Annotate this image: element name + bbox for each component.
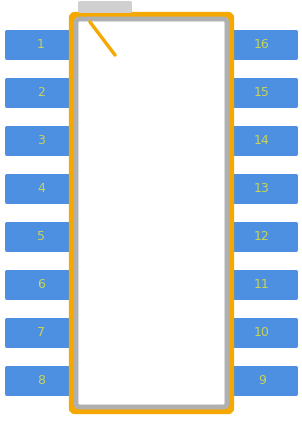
Text: 10: 10 <box>254 326 270 340</box>
Text: 11: 11 <box>254 279 270 292</box>
FancyBboxPatch shape <box>5 30 77 60</box>
Text: 2: 2 <box>37 86 45 100</box>
FancyBboxPatch shape <box>5 174 77 204</box>
Text: 4: 4 <box>37 182 45 195</box>
FancyBboxPatch shape <box>226 174 298 204</box>
FancyBboxPatch shape <box>226 222 298 252</box>
FancyBboxPatch shape <box>76 19 227 407</box>
FancyBboxPatch shape <box>226 366 298 396</box>
Text: 3: 3 <box>37 134 45 148</box>
FancyBboxPatch shape <box>5 222 77 252</box>
Text: 12: 12 <box>254 231 270 243</box>
Text: 8: 8 <box>37 374 45 388</box>
FancyBboxPatch shape <box>226 30 298 60</box>
Text: 16: 16 <box>254 39 270 51</box>
FancyBboxPatch shape <box>78 1 132 13</box>
FancyBboxPatch shape <box>5 78 77 108</box>
Text: 13: 13 <box>254 182 270 195</box>
Text: 7: 7 <box>37 326 45 340</box>
FancyBboxPatch shape <box>5 318 77 348</box>
FancyBboxPatch shape <box>5 270 77 300</box>
Text: 14: 14 <box>254 134 270 148</box>
FancyBboxPatch shape <box>226 318 298 348</box>
Text: 6: 6 <box>37 279 45 292</box>
FancyBboxPatch shape <box>226 78 298 108</box>
FancyBboxPatch shape <box>226 270 298 300</box>
Text: 9: 9 <box>258 374 266 388</box>
Text: 15: 15 <box>254 86 270 100</box>
FancyBboxPatch shape <box>226 126 298 156</box>
Text: 5: 5 <box>37 231 45 243</box>
Text: 1: 1 <box>37 39 45 51</box>
FancyBboxPatch shape <box>5 126 77 156</box>
FancyBboxPatch shape <box>5 366 77 396</box>
